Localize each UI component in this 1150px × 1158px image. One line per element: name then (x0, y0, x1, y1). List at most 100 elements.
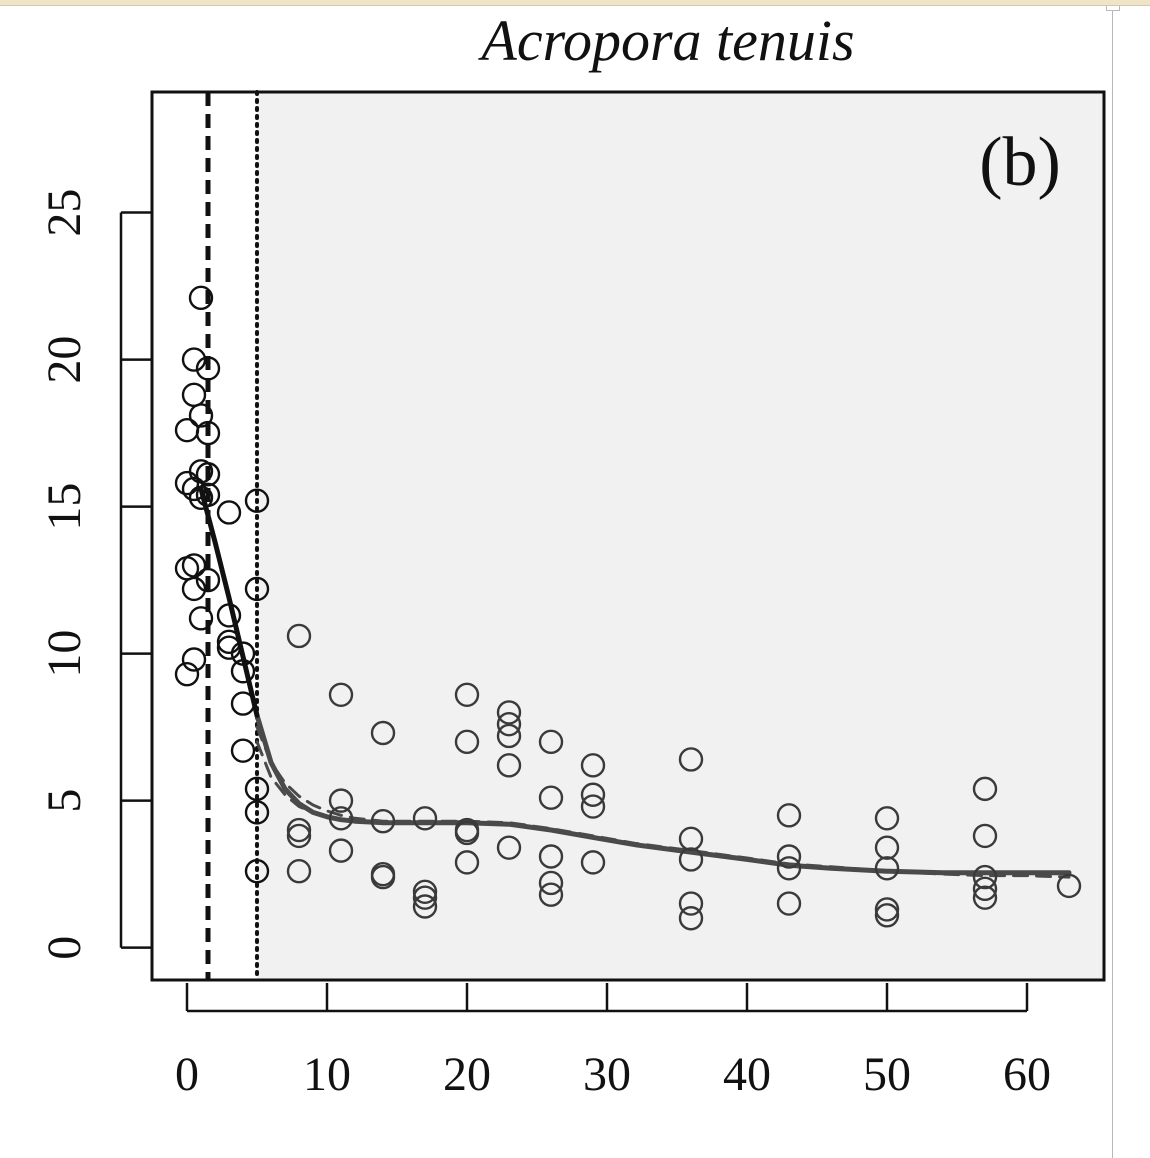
data-point (230, 691, 256, 716)
data-point (216, 635, 242, 660)
data-point (874, 806, 900, 831)
data-point (538, 870, 564, 896)
data-point (496, 723, 522, 749)
data-point (412, 806, 438, 831)
shaded-region (257, 92, 1104, 980)
data-point (188, 285, 214, 311)
data-point (181, 553, 207, 578)
window-top-strip (0, 0, 1150, 6)
fit-line-black (198, 486, 260, 718)
y-tick-label: 20 (38, 336, 91, 384)
data-point (496, 753, 522, 778)
data-point (216, 603, 242, 628)
data-point (244, 576, 270, 602)
data-point (678, 747, 704, 772)
data-point (538, 785, 564, 810)
data-point (244, 776, 270, 802)
data-point (776, 803, 802, 828)
data-point (181, 647, 207, 672)
data-point (195, 356, 221, 381)
data-point (286, 817, 312, 843)
data-point (181, 576, 207, 602)
data-point (776, 844, 802, 869)
data-point (776, 856, 802, 881)
data-point (216, 500, 242, 525)
data-point (454, 820, 480, 846)
data-point (412, 885, 438, 910)
data-point (328, 682, 354, 707)
data-point (370, 720, 396, 746)
x-tick-label: 40 (723, 1048, 771, 1101)
data-point (496, 711, 522, 737)
x-tick-label: 60 (1003, 1048, 1051, 1101)
data-point (874, 897, 900, 922)
data-point (580, 794, 606, 819)
data-point (188, 403, 214, 428)
chart-svg: Acropora tenuis 0 10 20 30 40 50 600510152025 … (38, 8, 1106, 1101)
data-point (972, 776, 998, 802)
data-point (328, 788, 354, 813)
data-point (678, 906, 704, 931)
plot-area: 0 10 20 30 40 50 60 0 5 10 15 20 25 (38, 90, 1106, 1101)
data-point (496, 835, 522, 860)
y-tick-label: 5 (38, 789, 91, 813)
data-point (188, 606, 214, 631)
plot-frame (150, 90, 1106, 982)
data-point (972, 823, 998, 849)
data-point (972, 876, 998, 902)
data-point (286, 823, 312, 849)
data-point (230, 659, 256, 684)
data-point (370, 864, 396, 890)
data-point (454, 729, 480, 755)
scrollbar-thumb[interactable] (1106, 6, 1120, 11)
chart-title: Acropora tenuis (477, 8, 854, 73)
y-tick-label: 10 (38, 630, 91, 678)
data-point (678, 826, 704, 852)
data-point (195, 420, 221, 446)
data-point (496, 700, 522, 725)
scrollbar-track[interactable] (1112, 6, 1113, 1158)
data-point (538, 729, 564, 755)
data-point (1056, 873, 1082, 899)
data-point (874, 903, 900, 928)
data-point (678, 847, 704, 872)
data-point (678, 891, 704, 916)
data-point (538, 844, 564, 869)
x-tick-label: 20 (443, 1048, 491, 1101)
data-point (580, 753, 606, 778)
x-tick-label: 30 (583, 1048, 631, 1101)
panel-label: (b) (979, 124, 1061, 201)
data-point (874, 856, 900, 881)
data-point (195, 462, 221, 487)
data-point (972, 885, 998, 910)
data-point (412, 879, 438, 904)
data-point (328, 838, 354, 863)
data-point (244, 488, 270, 513)
data-point (244, 800, 270, 825)
x-tick-label: 50 (863, 1048, 911, 1101)
data-point (412, 894, 438, 919)
data-point (972, 864, 998, 890)
data-point (454, 850, 480, 875)
data-point (776, 891, 802, 916)
data-point (181, 347, 207, 372)
y-tick-label: 15 (38, 483, 91, 531)
data-point (244, 859, 270, 884)
data-point (230, 738, 256, 763)
x-tick-label: 0 (175, 1048, 199, 1101)
data-point (230, 641, 256, 666)
data-point (538, 882, 564, 907)
y-tick-label: 25 (38, 189, 91, 237)
y-tick-label: 0 (38, 936, 91, 960)
data-point (286, 859, 312, 884)
data-point (174, 470, 200, 496)
data-point (328, 806, 354, 831)
data-point (580, 850, 606, 875)
data-point (580, 782, 606, 807)
data-point (174, 661, 200, 687)
data-point (454, 682, 480, 707)
data-point (874, 835, 900, 860)
data-point (181, 476, 207, 502)
data-point (370, 809, 396, 834)
data-point (188, 485, 214, 510)
